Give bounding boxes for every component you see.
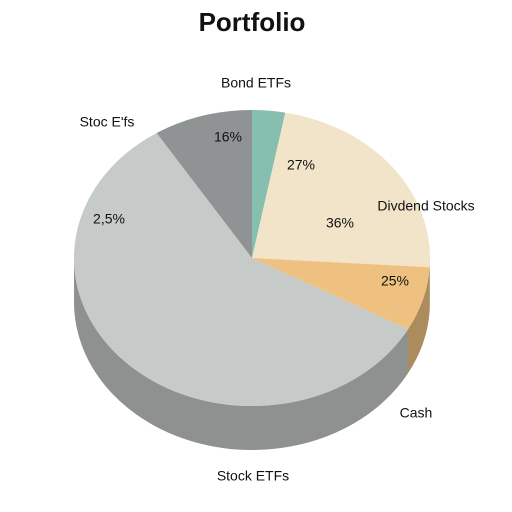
slice-label: Stock ETFs: [217, 468, 289, 484]
annotation: 27%: [287, 157, 315, 173]
slice: [252, 110, 286, 258]
annotation: 25%: [381, 273, 409, 289]
slice: [252, 112, 430, 268]
slice: [73, 133, 408, 407]
slice-label: Stoc E'fs: [80, 114, 135, 130]
annotation: 2,5%: [93, 211, 125, 227]
annotation: 36%: [326, 215, 354, 231]
slice-label: Bond ETFs: [221, 75, 291, 91]
slice-side: [74, 258, 408, 450]
annotation: 16%: [214, 129, 242, 145]
slice: [156, 110, 252, 258]
slice-label: Cash: [400, 405, 433, 421]
slice-label: Divdend Stocks: [377, 198, 474, 214]
slice: [252, 258, 430, 330]
slice-side: [407, 267, 430, 374]
chart-title: Portfolio: [199, 7, 306, 37]
